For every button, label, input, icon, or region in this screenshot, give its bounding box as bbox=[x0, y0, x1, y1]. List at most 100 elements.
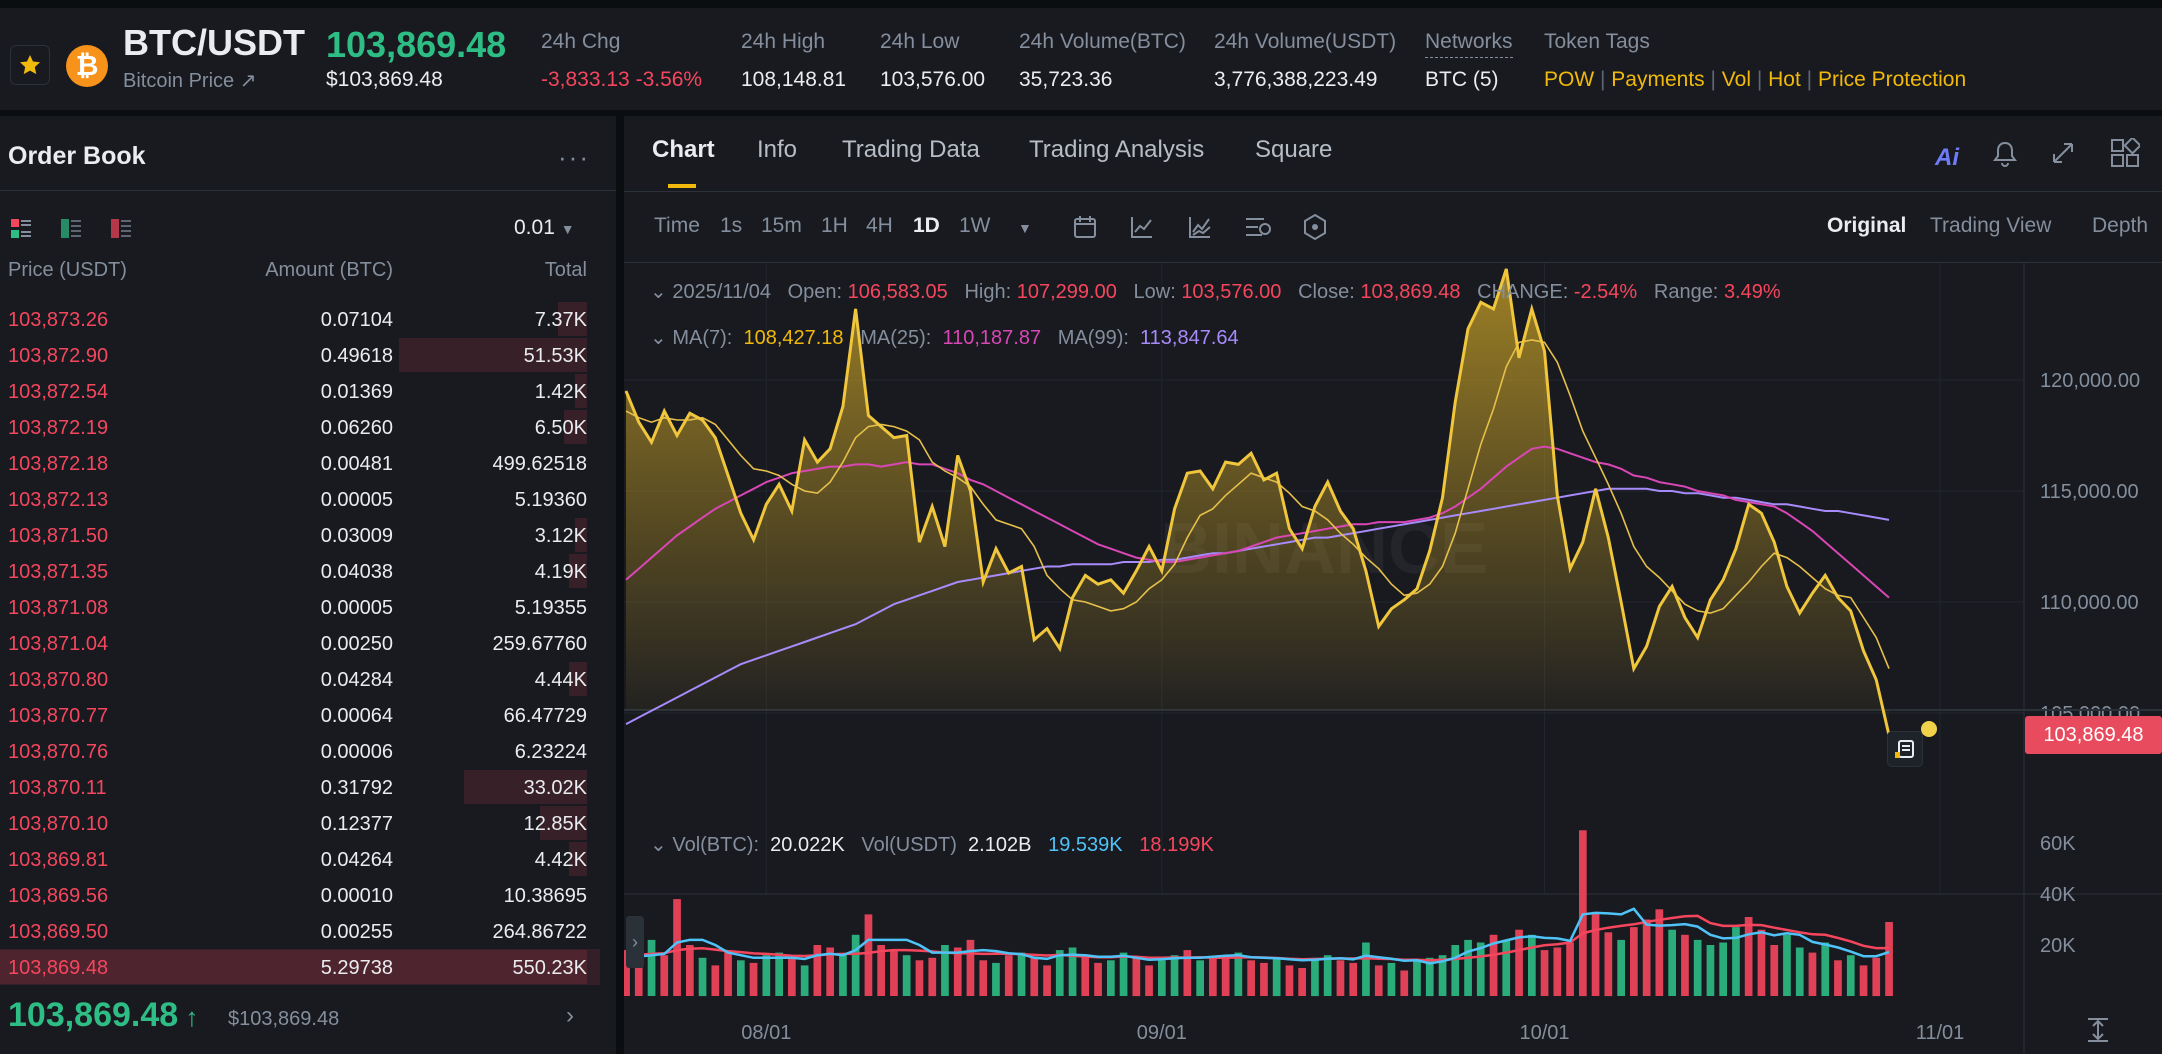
price-point bbox=[1123, 592, 1125, 594]
precision-select[interactable]: 0.01 ▼ bbox=[514, 216, 575, 240]
tag-price-protection[interactable]: Price Protection bbox=[1817, 68, 1967, 91]
order-book-panel: Order Book ··· 0.01 ▼ Price (USDT) Amoun… bbox=[0, 116, 616, 1054]
collapse-chevron-icon[interactable]: ⌄ bbox=[650, 281, 673, 303]
volume-bar bbox=[1515, 929, 1523, 996]
ask-row[interactable]: 103,870.10 0.12377 12.85K bbox=[0, 805, 600, 841]
ask-total: 4.42K bbox=[534, 849, 587, 871]
interval-1d[interactable]: 1D bbox=[913, 214, 940, 237]
open-label: Open: bbox=[787, 281, 843, 303]
tab-square[interactable]: Square bbox=[1255, 136, 1333, 163]
price-axis-label: 120,000.00 bbox=[2040, 370, 2140, 392]
depth-bar bbox=[0, 950, 587, 984]
view-trading-view[interactable]: Trading View bbox=[1930, 214, 2052, 237]
tag-vol[interactable]: Vol bbox=[1721, 68, 1751, 91]
stat-label-networks[interactable]: Networks bbox=[1425, 30, 1513, 58]
indicators-icon[interactable] bbox=[1187, 214, 1213, 245]
tab-info[interactable]: Info bbox=[757, 136, 798, 163]
price-point bbox=[1416, 588, 1418, 590]
price-point bbox=[1658, 605, 1660, 607]
volume-bar bbox=[1668, 929, 1676, 996]
ask-row[interactable]: 103,872.54 0.01369 1.42K bbox=[0, 373, 600, 409]
ask-row[interactable]: 103,871.50 0.03009 3.12K bbox=[0, 517, 600, 553]
tag-payments[interactable]: Payments bbox=[1611, 68, 1705, 91]
depth-bar bbox=[569, 842, 587, 876]
ask-row[interactable]: 103,870.11 0.31792 33.02K bbox=[0, 769, 600, 805]
layout-grid-icon[interactable] bbox=[2110, 136, 2142, 173]
interval-4h[interactable]: 4H bbox=[866, 214, 893, 237]
price-point bbox=[1850, 610, 1852, 612]
fullscreen-icon[interactable] bbox=[2050, 140, 2076, 171]
view-depth[interactable]: Depth bbox=[2092, 214, 2149, 237]
interval-1s[interactable]: 1s bbox=[720, 214, 743, 237]
ai-assistant-button[interactable]: Ai bbox=[1935, 144, 1959, 171]
line-chart-icon[interactable] bbox=[1129, 214, 1155, 245]
more-options-icon[interactable]: ··· bbox=[558, 142, 590, 172]
price-point bbox=[1582, 541, 1584, 543]
ask-row[interactable]: 103,872.13 0.00005 5.19360 bbox=[0, 481, 600, 517]
price-point bbox=[1837, 597, 1839, 599]
tab-trading-analysis[interactable]: Trading Analysis bbox=[1029, 136, 1205, 163]
interval-15m[interactable]: 15m bbox=[761, 214, 802, 237]
price-chart[interactable]: 120,000.00115,000.00110,000.00105,000.00… bbox=[624, 263, 2162, 1054]
price-point bbox=[689, 412, 691, 414]
volume-bar bbox=[1808, 952, 1817, 996]
ask-row[interactable]: 103,870.80 0.04284 4.44K bbox=[0, 661, 600, 697]
ask-row[interactable]: 103,870.77 0.00064 66.47729 bbox=[0, 697, 600, 733]
ask-price: 103,872.13 bbox=[8, 489, 109, 511]
calendar-icon[interactable] bbox=[1072, 214, 1098, 245]
current-price-tag: 103,869.48 bbox=[2025, 716, 2162, 755]
volume-bar bbox=[979, 960, 988, 996]
settings-sliders-icon[interactable] bbox=[1244, 214, 1272, 245]
interval-1h[interactable]: 1H bbox=[821, 214, 848, 237]
high-value: 107,299.00 bbox=[1016, 281, 1117, 303]
tab-chart[interactable]: Chart bbox=[652, 136, 715, 163]
ask-row[interactable]: 103,869.56 0.00010 10.38695 bbox=[0, 877, 600, 913]
high-label: High: bbox=[964, 281, 1012, 303]
interval-1w[interactable]: 1W bbox=[959, 214, 991, 237]
ask-row[interactable]: 103,871.35 0.04038 4.19K bbox=[0, 553, 600, 589]
volume-bar bbox=[877, 945, 885, 996]
ask-row[interactable]: 103,869.81 0.04264 4.42K bbox=[0, 841, 600, 877]
price-point bbox=[944, 546, 946, 547]
chevron-right-icon[interactable]: › bbox=[566, 1002, 574, 1029]
ask-amount: 0.07104 bbox=[320, 309, 393, 331]
expand-left-handle[interactable]: › bbox=[626, 916, 644, 968]
collapse-chevron-icon[interactable]: ⌄ bbox=[650, 327, 673, 349]
ask-row[interactable]: 103,869.48 5.29738 550.23K bbox=[0, 949, 600, 985]
ask-row[interactable]: 103,870.76 0.00006 6.23224 bbox=[0, 733, 600, 769]
view-original[interactable]: Original bbox=[1827, 214, 1907, 237]
book-view-both-icon[interactable] bbox=[10, 218, 32, 245]
volume-bar bbox=[851, 934, 860, 996]
tag-pow[interactable]: POW bbox=[1544, 68, 1595, 91]
price-point bbox=[893, 437, 895, 439]
coin-price-link[interactable]: Bitcoin Price ↗ bbox=[123, 70, 257, 92]
price-point bbox=[931, 506, 933, 508]
tag-hot[interactable]: Hot bbox=[1768, 68, 1801, 91]
last-price: 103,869.48 bbox=[326, 24, 507, 65]
ask-total: 7.37K bbox=[534, 309, 587, 331]
volume-bar bbox=[826, 947, 834, 996]
tab-trading-data[interactable]: Trading Data bbox=[842, 136, 980, 163]
order-note-icon[interactable] bbox=[1887, 731, 1923, 768]
interval-more-chevron-icon[interactable]: ▼ bbox=[1018, 220, 1032, 236]
book-view-bids-icon[interactable] bbox=[60, 218, 82, 245]
volume-bar bbox=[1489, 934, 1498, 996]
ask-row[interactable]: 103,872.19 0.06260 6.50K bbox=[0, 409, 600, 445]
live-price-dot bbox=[1921, 721, 1937, 738]
interval-time[interactable]: Time bbox=[654, 214, 700, 237]
collapse-chevron-icon[interactable]: ⌄ bbox=[650, 834, 673, 856]
book-view-asks-icon[interactable] bbox=[110, 218, 132, 245]
favorite-star-icon[interactable] bbox=[10, 45, 50, 85]
ask-row[interactable]: 103,869.50 0.00255 264.86722 bbox=[0, 913, 600, 949]
vertical-resize-icon[interactable] bbox=[2084, 1016, 2112, 1049]
ask-total: 12.85K bbox=[523, 813, 587, 835]
volume-bar bbox=[1872, 957, 1881, 997]
ask-row[interactable]: 103,872.18 0.00481 499.62518 bbox=[0, 445, 600, 481]
ask-row[interactable]: 103,873.26 0.07104 7.37K bbox=[0, 301, 600, 337]
hexagon-settings-icon[interactable] bbox=[1302, 213, 1328, 246]
price-point bbox=[1008, 572, 1010, 574]
ask-row[interactable]: 103,871.04 0.00250 259.67760 bbox=[0, 625, 600, 661]
bell-icon[interactable] bbox=[1992, 140, 2018, 173]
ask-row[interactable]: 103,872.90 0.49618 51.53K bbox=[0, 337, 600, 373]
ask-row[interactable]: 103,871.08 0.00005 5.19355 bbox=[0, 589, 600, 625]
